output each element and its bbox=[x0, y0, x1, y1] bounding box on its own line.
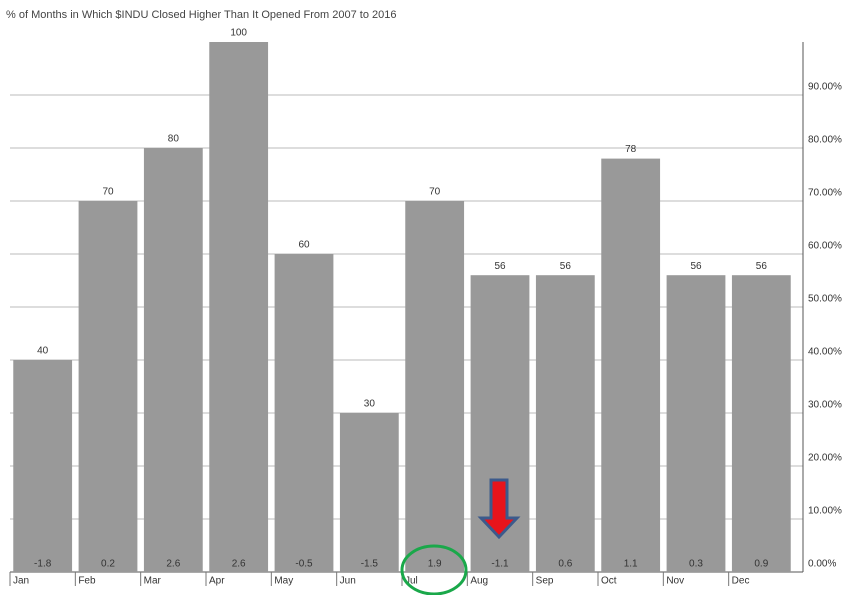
value-label: 100 bbox=[230, 28, 247, 39]
bottom-label: 0.3 bbox=[689, 559, 703, 570]
highlight-circle bbox=[400, 544, 468, 595]
y-tick-label: 10.00% bbox=[808, 506, 842, 517]
value-label: 30 bbox=[364, 399, 376, 410]
bottom-label: 0.2 bbox=[101, 559, 115, 570]
down-arrow bbox=[477, 478, 521, 540]
bottom-label: 2.6 bbox=[166, 559, 180, 570]
bar bbox=[13, 360, 73, 572]
bar bbox=[209, 42, 269, 572]
value-label: 40 bbox=[37, 346, 49, 357]
bar bbox=[601, 158, 661, 572]
y-tick-label: 60.00% bbox=[808, 241, 842, 252]
value-label: 56 bbox=[690, 261, 702, 272]
x-tick-label: Oct bbox=[601, 576, 617, 587]
x-tick-label: Nov bbox=[666, 576, 684, 587]
plot-area: 0.00% 10.00% 20.00% 30.00% 40.00% 50.00% 60.00… bbox=[9, 28, 842, 587]
value-label: 70 bbox=[102, 187, 114, 198]
y-tick-label: 40.00% bbox=[808, 347, 842, 358]
value-label: 80 bbox=[168, 134, 180, 145]
x-tick-label: Jun bbox=[340, 576, 356, 587]
y-tick-label: 70.00% bbox=[808, 188, 842, 199]
bottom-label: -1.1 bbox=[491, 559, 509, 570]
x-tick-label: Jul bbox=[405, 576, 418, 587]
bar bbox=[274, 254, 334, 572]
bar bbox=[143, 148, 203, 572]
x-tick-label: Sep bbox=[536, 576, 554, 587]
bottom-label: -1.5 bbox=[361, 559, 379, 570]
bottom-label: 0.9 bbox=[754, 559, 768, 570]
bottom-label: -1.8 bbox=[34, 559, 52, 570]
bottom-label: -0.5 bbox=[295, 559, 313, 570]
bar bbox=[731, 275, 791, 572]
x-tick-label: May bbox=[274, 576, 293, 587]
x-tick-label: Jan bbox=[13, 576, 29, 587]
value-label: 56 bbox=[494, 261, 506, 272]
value-label: 60 bbox=[298, 240, 310, 251]
value-label: 56 bbox=[756, 261, 768, 272]
annotations bbox=[400, 478, 521, 595]
bottom-label: 0.6 bbox=[558, 559, 572, 570]
y-tick-label: 80.00% bbox=[808, 135, 842, 146]
y-tick-label: 0.00% bbox=[808, 559, 836, 570]
bottom-label: 1.9 bbox=[428, 559, 442, 570]
y-tick-label: 90.00% bbox=[808, 82, 842, 93]
x-tick-label: Aug bbox=[470, 576, 488, 587]
value-label: 56 bbox=[560, 261, 572, 272]
x-tick-label: Dec bbox=[732, 576, 750, 587]
bar bbox=[405, 201, 465, 572]
y-tick-label: 20.00% bbox=[808, 453, 842, 464]
bar bbox=[339, 413, 399, 572]
value-label: 70 bbox=[429, 187, 441, 198]
bar bbox=[666, 275, 726, 572]
bottom-label: 1.1 bbox=[624, 559, 638, 570]
chart-title: % of Months in Which $INDU Closed Higher… bbox=[6, 9, 397, 21]
bar bbox=[535, 275, 595, 572]
x-tick-label: Feb bbox=[78, 576, 96, 587]
bar bbox=[78, 201, 138, 572]
y-tick-label: 30.00% bbox=[808, 400, 842, 411]
y-tick-label: 50.00% bbox=[808, 294, 842, 305]
x-tick-label: Mar bbox=[144, 576, 162, 587]
x-tick-label: Apr bbox=[209, 576, 225, 587]
bottom-label: 2.6 bbox=[232, 559, 246, 570]
value-label: 78 bbox=[625, 144, 637, 155]
